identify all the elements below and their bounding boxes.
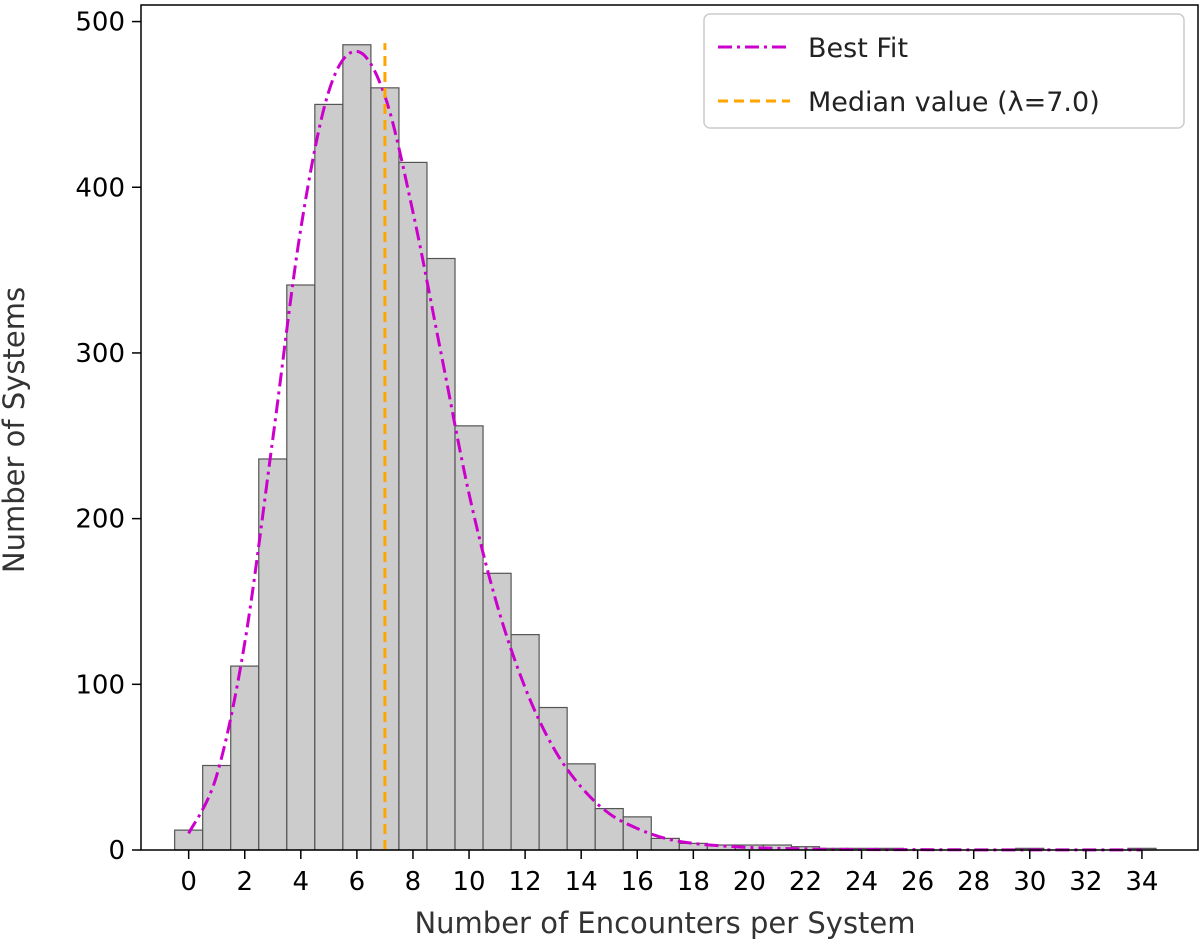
histogram-bar <box>258 458 288 851</box>
x-tick-label: 34 <box>1125 867 1158 897</box>
legend: Best Fit Median value (λ=7.0) <box>703 13 1185 129</box>
x-axis-ticks: 0 2 4 6 8 10 12 14 16 18 20 22 24 26 28 30 32 34 <box>180 850 1158 897</box>
y-axis-label: Number of Systems <box>0 287 31 573</box>
x-tick-label: 14 <box>565 867 598 897</box>
x-tick-label: 18 <box>677 867 710 897</box>
histogram-bar <box>622 816 652 851</box>
x-tick-label: 28 <box>957 867 990 897</box>
histogram-bar <box>650 837 680 851</box>
y-tick-label: 200 <box>75 505 125 535</box>
x-tick-label: 6 <box>349 867 366 897</box>
x-tick-label: 20 <box>733 867 766 897</box>
x-tick-label: 32 <box>1069 867 1102 897</box>
histogram-bars <box>174 44 1157 851</box>
y-tick-label: 100 <box>75 670 125 700</box>
histogram-bar <box>426 257 456 851</box>
histogram-bar <box>454 425 484 851</box>
plot-frame <box>140 4 1199 851</box>
histogram-bar <box>566 763 596 851</box>
x-tick-label: 0 <box>180 867 197 897</box>
histogram-bar <box>286 284 316 851</box>
histogram-bar <box>342 44 372 851</box>
histogram-bar <box>314 103 344 851</box>
y-tick-label: 300 <box>75 339 125 369</box>
histogram-bar <box>594 807 624 851</box>
x-axis-label: Number of Encounters per System <box>414 906 915 940</box>
y-tick-label: 400 <box>75 173 125 203</box>
x-tick-label: 24 <box>845 867 878 897</box>
x-tick-label: 16 <box>621 867 654 897</box>
histogram-bar <box>678 842 708 851</box>
x-tick-label: 10 <box>452 867 485 897</box>
x-tick-label: 22 <box>789 867 822 897</box>
legend-box <box>703 13 1185 129</box>
x-tick-label: 30 <box>1013 867 1046 897</box>
x-tick-label: 26 <box>901 867 934 897</box>
legend-fit-label: Best Fit <box>808 33 908 64</box>
y-tick-label: 500 <box>75 8 125 38</box>
histogram-bar <box>482 572 512 851</box>
x-tick-label: 12 <box>509 867 542 897</box>
histogram-bar <box>230 665 260 851</box>
legend-median-label: Median value (λ=7.0) <box>808 87 1100 118</box>
x-tick-label: 2 <box>236 867 253 897</box>
x-tick-label: 4 <box>293 867 310 897</box>
x-tick-label: 8 <box>405 867 422 897</box>
histogram-bar <box>510 634 540 851</box>
y-axis-ticks: 0 100 200 300 400 500 <box>75 8 141 866</box>
y-tick-label: 0 <box>108 836 125 866</box>
